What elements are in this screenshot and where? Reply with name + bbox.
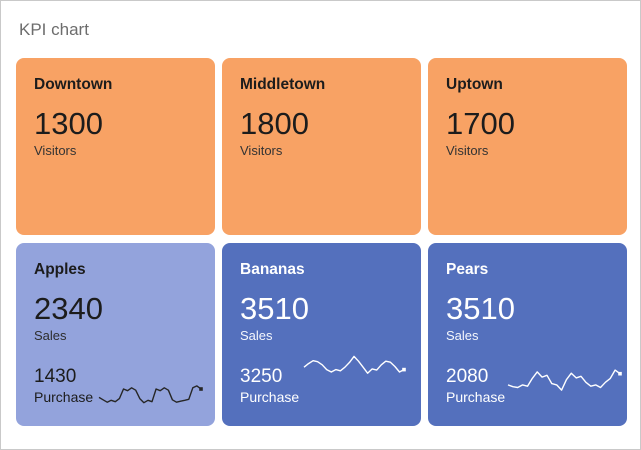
- tile-value: 2340: [34, 291, 103, 326]
- tile-title: Uptown: [446, 76, 503, 93]
- tile-title: Downtown: [34, 76, 113, 93]
- tile-title: Apples: [34, 261, 86, 278]
- kpi-tile-apples[interactable]: Apples 2340 Sales 1430 Purchase: [16, 243, 215, 426]
- sparkline-chart: [303, 355, 406, 374]
- kpi-tile-uptown[interactable]: Uptown 1700 Visitors: [428, 58, 627, 235]
- tile-value: 1700: [446, 106, 515, 141]
- tile-metric-label: Visitors: [34, 143, 77, 158]
- kpi-tile-middletown[interactable]: Middletown 1800 Visitors: [222, 58, 421, 235]
- purchase-block: 1430 Purchase: [34, 366, 93, 406]
- purchase-label: Purchase: [446, 389, 506, 405]
- purchase-value: 1430: [34, 366, 77, 387]
- tile-grid: Downtown 1300 Visitors Middletown 1800 V…: [16, 58, 627, 426]
- tile-title: Middletown: [240, 76, 326, 93]
- purchase-block: 2080 Purchase: [446, 366, 505, 406]
- sparkline-chart: [507, 369, 622, 391]
- sparkline-chart: [98, 385, 203, 404]
- purchase-label: Purchase: [34, 389, 94, 405]
- purchase-value: 2080: [446, 366, 489, 387]
- purchase-block: 3250 Purchase: [240, 366, 299, 406]
- page-title: KPI chart: [19, 20, 89, 39]
- tile-value: 3510: [446, 291, 515, 326]
- purchase-value: 3250: [240, 366, 283, 387]
- tile-metric-label: Visitors: [446, 143, 489, 158]
- tile-title: Bananas: [240, 261, 305, 278]
- kpi-tile-pears[interactable]: Pears 3510 Sales 2080 Purchase: [428, 243, 627, 426]
- tile-metric-label: Sales: [446, 328, 479, 343]
- kpi-tile-bananas[interactable]: Bananas 3510 Sales 3250 Purchase: [222, 243, 421, 426]
- tile-title: Pears: [446, 261, 489, 278]
- kpi-tile-downtown[interactable]: Downtown 1300 Visitors: [16, 58, 215, 235]
- tile-value: 3510: [240, 291, 309, 326]
- tile-metric-label: Visitors: [240, 143, 283, 158]
- purchase-label: Purchase: [240, 389, 300, 405]
- tile-value: 1800: [240, 106, 309, 141]
- tile-metric-label: Sales: [240, 328, 273, 343]
- tile-metric-label: Sales: [34, 328, 67, 343]
- tile-value: 1300: [34, 106, 103, 141]
